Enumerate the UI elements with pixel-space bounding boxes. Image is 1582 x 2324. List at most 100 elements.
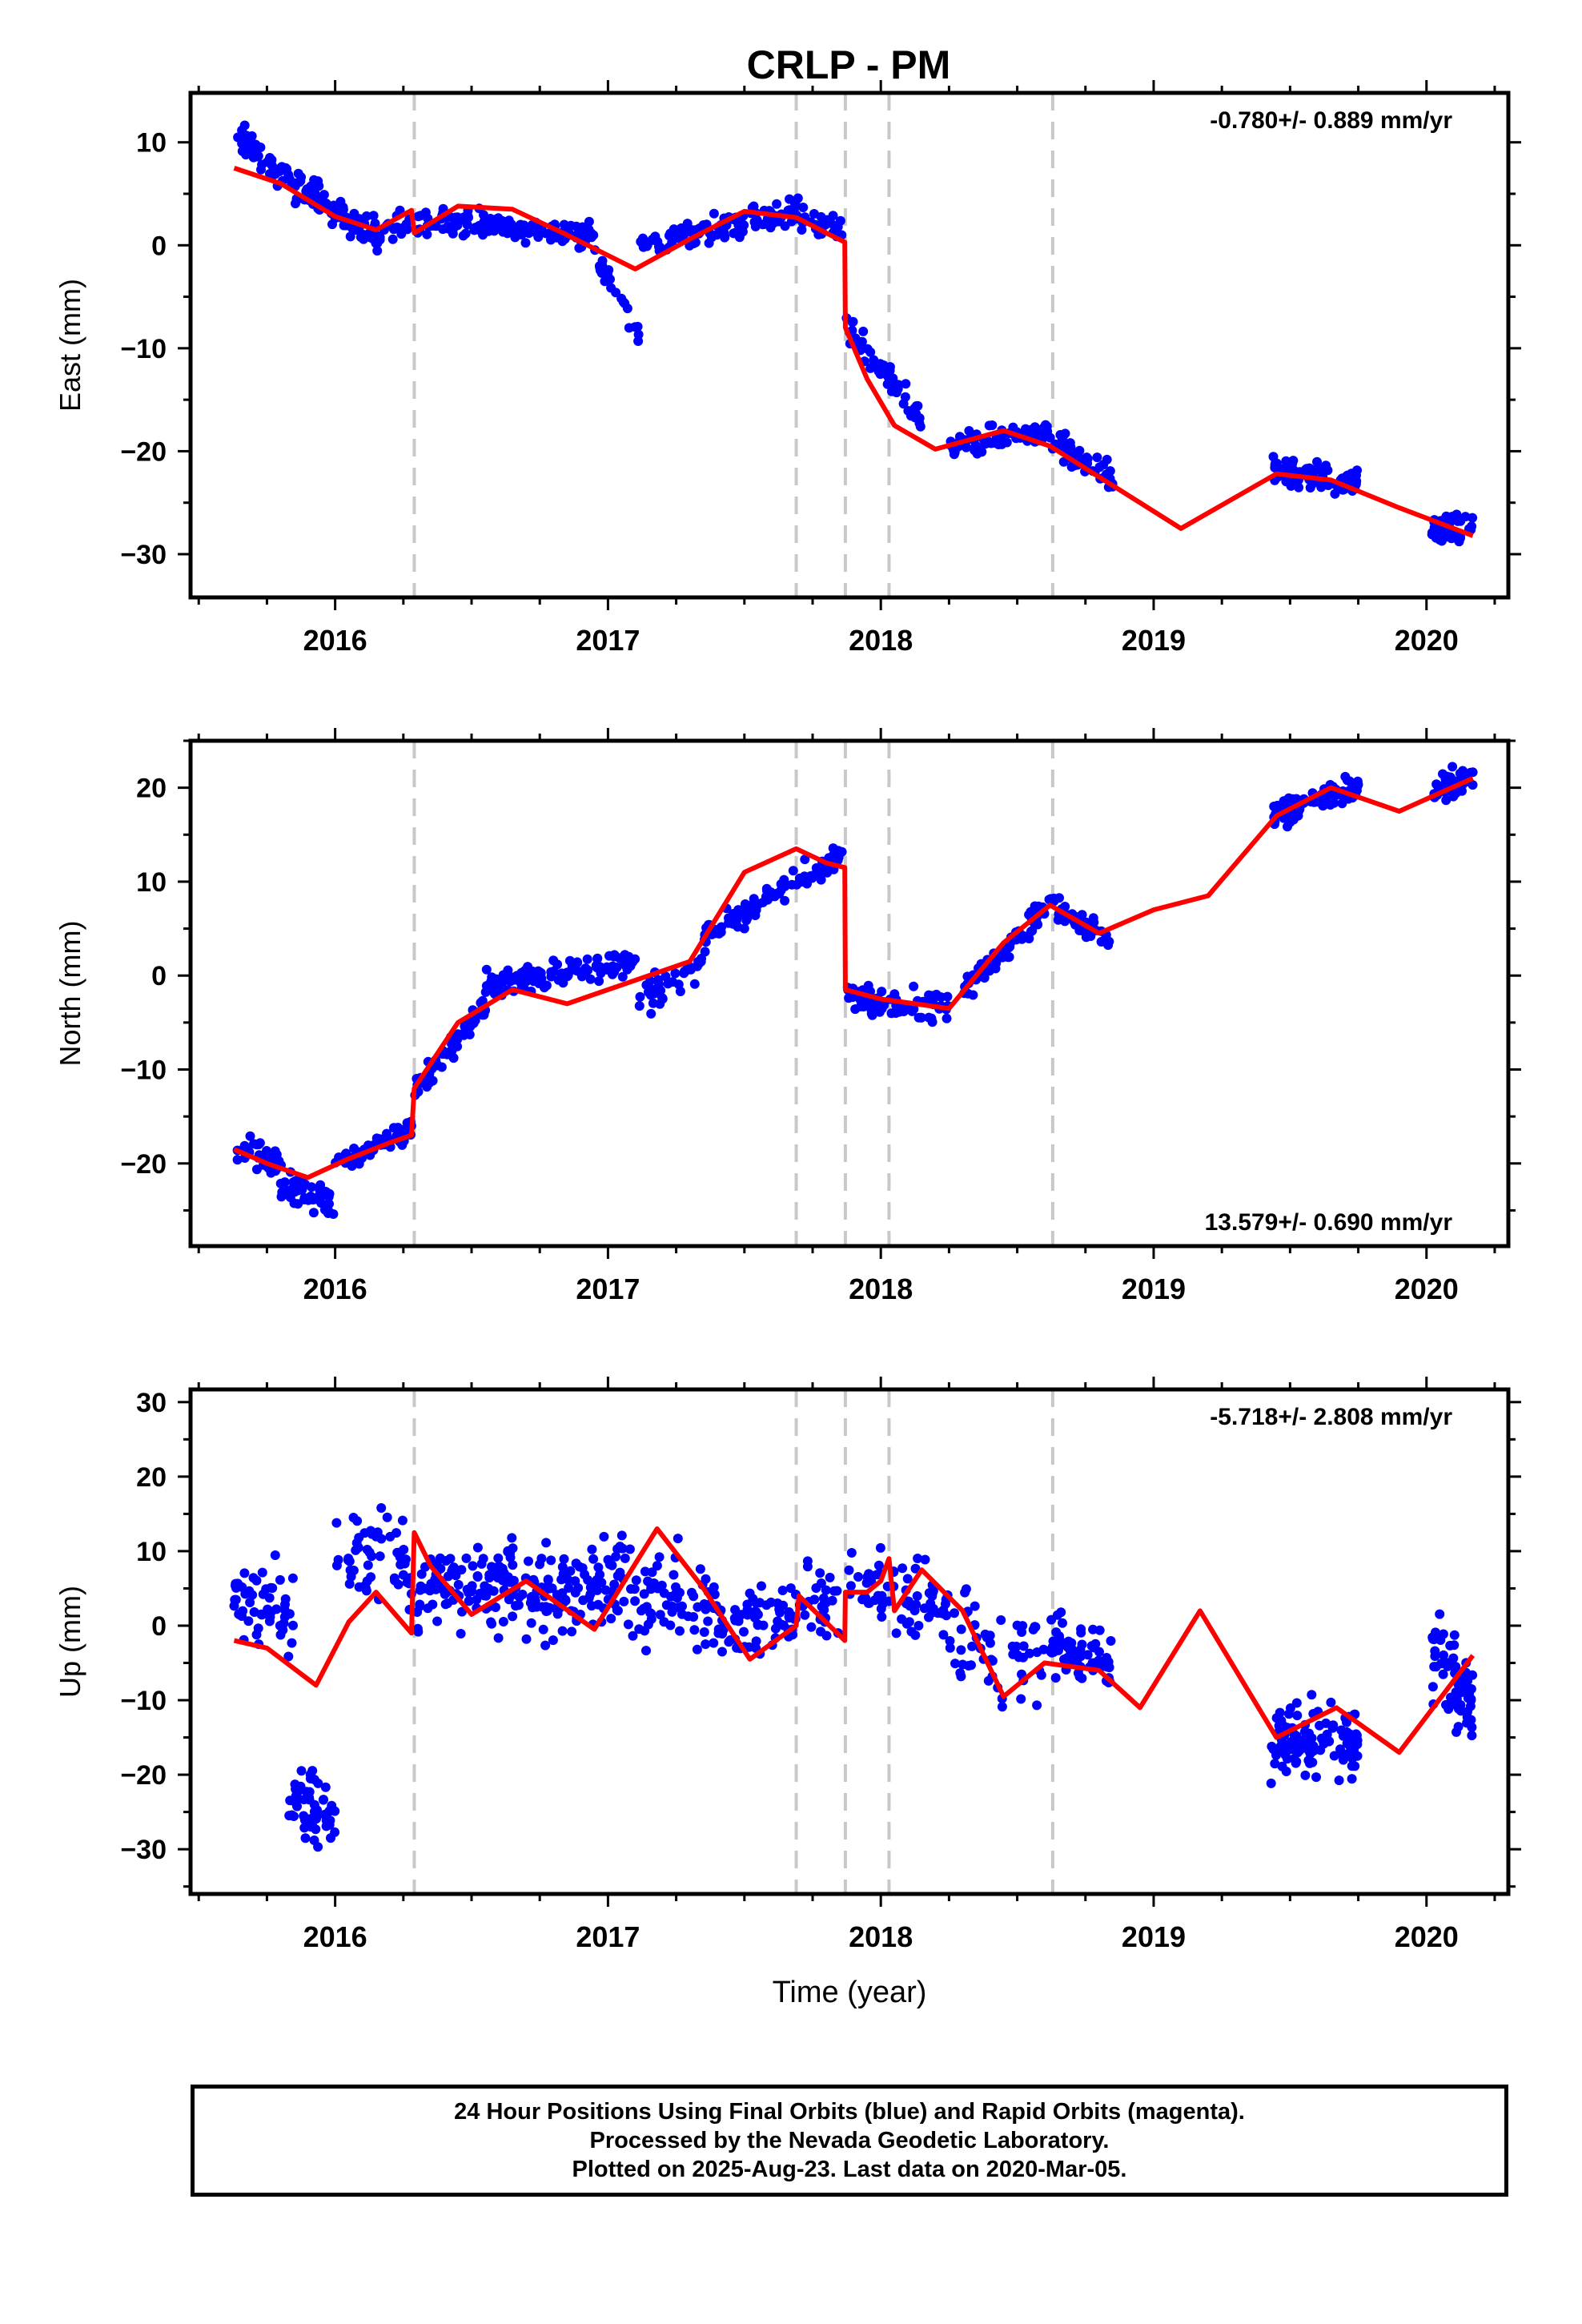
data-point xyxy=(288,1177,299,1188)
data-point xyxy=(287,1638,297,1648)
data-point xyxy=(920,1554,930,1565)
data-point xyxy=(1285,1703,1295,1713)
data-point xyxy=(270,1146,280,1156)
data-point xyxy=(1271,458,1280,468)
footer-line-3: Plotted on 2025-Aug-23. Last data on 202… xyxy=(572,2157,1127,2182)
data-point xyxy=(901,379,911,389)
data-point xyxy=(1066,442,1076,452)
data-point xyxy=(464,1596,474,1606)
data-point xyxy=(901,1618,912,1629)
data-point xyxy=(597,255,608,266)
data-point xyxy=(601,265,612,275)
data-point xyxy=(1082,453,1093,464)
data-point xyxy=(883,368,893,378)
data-point xyxy=(284,1609,295,1619)
data-point xyxy=(635,991,645,1002)
data-point xyxy=(1058,1618,1067,1628)
data-point xyxy=(1106,1636,1116,1646)
data-point xyxy=(330,1827,340,1837)
data-point xyxy=(1266,1778,1276,1788)
data-point xyxy=(508,1560,518,1570)
data-point xyxy=(985,1638,995,1648)
data-point xyxy=(430,1581,440,1591)
data-point xyxy=(924,1612,934,1622)
data-point xyxy=(639,1589,649,1599)
data-point xyxy=(576,971,587,982)
data-point xyxy=(665,1620,676,1630)
data-point xyxy=(280,1594,291,1604)
data-point xyxy=(319,1795,328,1805)
data-point xyxy=(631,1575,641,1586)
data-point xyxy=(643,1576,653,1586)
x-tick-label: 2020 xyxy=(1395,624,1459,657)
data-point xyxy=(288,1620,298,1630)
data-point xyxy=(1060,902,1070,911)
data-point xyxy=(464,1587,474,1598)
data-point xyxy=(612,1605,622,1615)
data-point xyxy=(927,1017,938,1027)
data-point xyxy=(521,1634,532,1644)
data-point xyxy=(1098,460,1109,470)
data-point xyxy=(604,1559,615,1570)
data-point xyxy=(606,1614,616,1624)
plot-frame xyxy=(188,1387,1511,1896)
data-point xyxy=(689,1591,699,1602)
data-point xyxy=(1456,1700,1466,1710)
x-tick-label: 2020 xyxy=(1395,1920,1459,1953)
data-point xyxy=(784,1611,794,1622)
data-point xyxy=(628,1630,638,1641)
data-point xyxy=(762,895,773,905)
data-point xyxy=(675,987,685,996)
data-point xyxy=(247,131,257,141)
data-point xyxy=(578,1595,588,1606)
data-point xyxy=(875,1542,885,1553)
data-point xyxy=(703,1616,713,1626)
data-point xyxy=(984,420,994,431)
data-point xyxy=(295,1781,306,1791)
data-point xyxy=(398,1570,408,1580)
data-point xyxy=(788,866,798,876)
data-point xyxy=(443,1598,452,1609)
data-point xyxy=(582,954,592,964)
data-point xyxy=(569,961,580,971)
chart-title: CRLP - PM xyxy=(747,42,951,87)
data-point xyxy=(231,1594,241,1605)
velocity-annotation: -5.718+/- 2.808 mm/yr xyxy=(1210,1404,1452,1430)
data-point xyxy=(617,971,628,982)
data-point xyxy=(1451,1662,1461,1672)
data-point xyxy=(909,1004,919,1014)
data-point xyxy=(472,1542,483,1553)
data-point xyxy=(1451,1687,1461,1697)
data-point xyxy=(1287,1744,1298,1755)
data-point xyxy=(472,1572,483,1582)
data-point xyxy=(503,1546,513,1557)
data-point xyxy=(1321,460,1331,471)
data-point xyxy=(257,1567,267,1578)
data-point xyxy=(1016,1694,1026,1704)
data-point xyxy=(376,1534,387,1544)
data-point xyxy=(916,1012,926,1023)
y-tick-label: 10 xyxy=(136,1537,167,1567)
data-point xyxy=(375,1134,385,1144)
y-tick-label: −10 xyxy=(120,1055,167,1086)
x-tick-label: 2019 xyxy=(1122,624,1186,657)
data-point xyxy=(484,1570,495,1580)
data-point xyxy=(415,1601,425,1611)
data-point xyxy=(630,1596,640,1606)
data-point xyxy=(1286,480,1296,491)
data-point xyxy=(623,1619,633,1630)
data-point xyxy=(239,1568,250,1578)
data-point xyxy=(284,1811,295,1821)
data-point xyxy=(806,1622,817,1632)
data-point xyxy=(524,1556,533,1566)
data-point xyxy=(413,1626,424,1637)
data-point xyxy=(1076,1627,1086,1638)
data-point xyxy=(950,1608,959,1618)
data-point xyxy=(588,1554,599,1564)
data-point xyxy=(709,1582,719,1592)
data-point xyxy=(807,873,817,883)
data-point xyxy=(331,1560,342,1570)
data-point xyxy=(308,190,319,200)
data-point xyxy=(816,1578,826,1588)
data-point xyxy=(654,1552,665,1562)
